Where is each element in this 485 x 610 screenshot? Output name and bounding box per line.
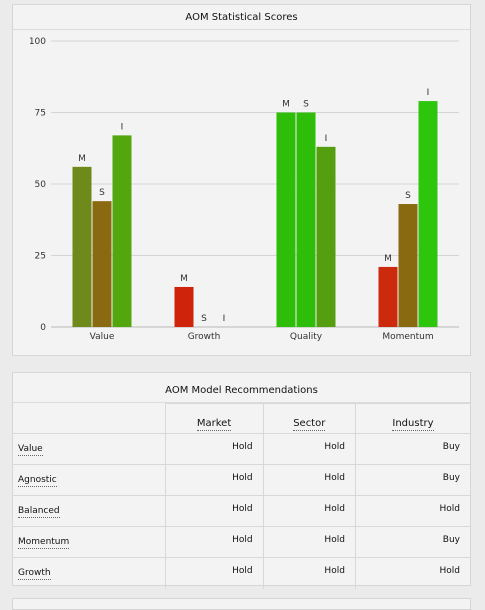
column-header-industry[interactable]: Industry [392,418,434,431]
cell-growth-industry: Hold [354,557,470,589]
bar-series-label: M [180,274,188,284]
x-category-label: Momentum [382,332,433,342]
bar [112,135,132,327]
bar-series-label: M [384,254,392,264]
header-sector: Sector [262,403,356,434]
y-tick-label: 50 [35,180,47,190]
row-label-cell: Momentum [13,526,166,558]
cell-momentum-industry: Buy [354,526,470,558]
bar [276,112,296,327]
row-label-value[interactable]: Value [18,444,43,456]
cell-growth-market: Hold [164,557,264,589]
row-label-growth[interactable]: Growth [18,568,51,581]
recommendations-table: Market Sector Industry Value Hold Hold B… [13,403,470,589]
bar-series-label: I [325,134,328,144]
row-label-cell: Agnostic [13,464,166,496]
cell-momentum-market: Hold [164,526,264,558]
cell-momentum-sector: Hold [262,526,356,558]
bar [398,204,418,327]
bar-series-label: S [201,314,207,324]
header-industry: Industry [354,403,470,434]
cell-balanced-sector: Hold [262,495,356,527]
bar [378,266,398,327]
recommendations-title: AOM Model Recommendations [13,373,470,403]
bar [316,146,336,327]
bar-series-label: I [223,314,226,324]
row-label-agnostic[interactable]: Agnostic [18,475,57,487]
table-row: Balanced Hold Hold Hold [13,495,470,527]
cell-agnostic-industry: Buy [354,464,470,496]
cell-agnostic-sector: Hold [262,464,356,496]
next-panel-edge [12,598,471,610]
column-header-market[interactable]: Market [196,418,232,431]
row-label-balanced[interactable]: Balanced [18,506,60,518]
table-row: Value Hold Hold Buy [13,433,470,465]
table-row: Momentum Hold Hold Buy [13,526,470,558]
x-category-label: Value [90,332,115,342]
row-label-cell: Growth [13,557,166,589]
table-row: Agnostic Hold Hold Buy [13,464,470,496]
row-label-momentum[interactable]: Momentum [18,537,70,549]
bar-series-label: S [405,191,411,201]
bar [418,101,438,327]
cell-value-market: Hold [164,433,264,465]
cell-balanced-industry: Hold [354,495,470,527]
bar-series-label: I [427,88,430,98]
y-tick-label: 0 [40,323,46,333]
bar [92,201,112,327]
y-tick-label: 25 [35,252,46,262]
bar [296,112,316,327]
bar-series-label: S [303,100,309,110]
cell-value-industry: Buy [354,433,470,465]
recommendations-panel: AOM Model Recommendations Market Sector … [12,372,471,589]
bar-series-label: M [78,154,86,164]
bar [72,166,92,327]
bar-series-label: I [121,122,124,132]
header-blank [13,403,166,434]
table-row: Growth Hold Hold Hold [13,557,470,589]
column-header-sector[interactable]: Sector [293,418,326,431]
row-label-cell: Balanced [13,495,166,527]
cell-agnostic-market: Hold [164,464,264,496]
x-category-label: Growth [188,332,221,342]
table-header-row: Market Sector Industry [13,403,470,434]
cell-growth-sector: Hold [262,557,356,589]
chart-title: AOM Statistical Scores [13,5,470,30]
bar [174,286,194,327]
y-tick-label: 75 [35,109,46,119]
bar-series-label: S [99,188,105,198]
bar-series-label: M [282,100,290,110]
chart-panel: AOM Statistical Scores 0 25 50 75 100 M S I Valu… [12,4,471,356]
x-category-label: Quality [290,332,323,342]
row-label-cell: Value [13,433,166,465]
header-market: Market [164,403,264,434]
y-tick-label: 100 [29,37,46,47]
cell-balanced-market: Hold [164,495,264,527]
cell-value-sector: Hold [262,433,356,465]
